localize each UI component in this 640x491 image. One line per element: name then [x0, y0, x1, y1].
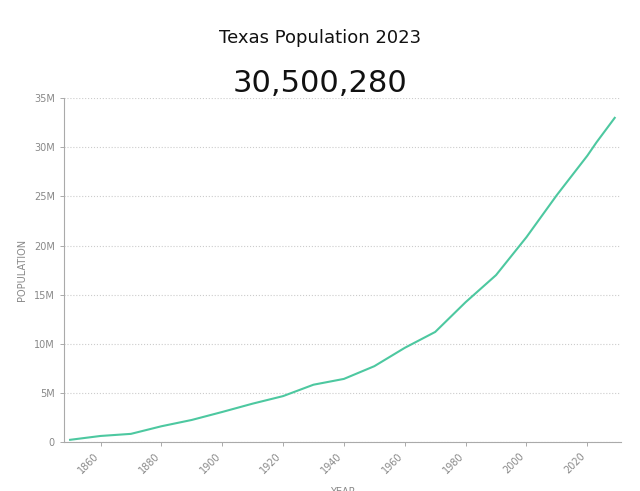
Y-axis label: POPULATION: POPULATION: [17, 239, 27, 301]
X-axis label: YEAR: YEAR: [330, 487, 355, 491]
Text: 30,500,280: 30,500,280: [232, 69, 408, 98]
Text: Texas Population 2023: Texas Population 2023: [219, 29, 421, 48]
